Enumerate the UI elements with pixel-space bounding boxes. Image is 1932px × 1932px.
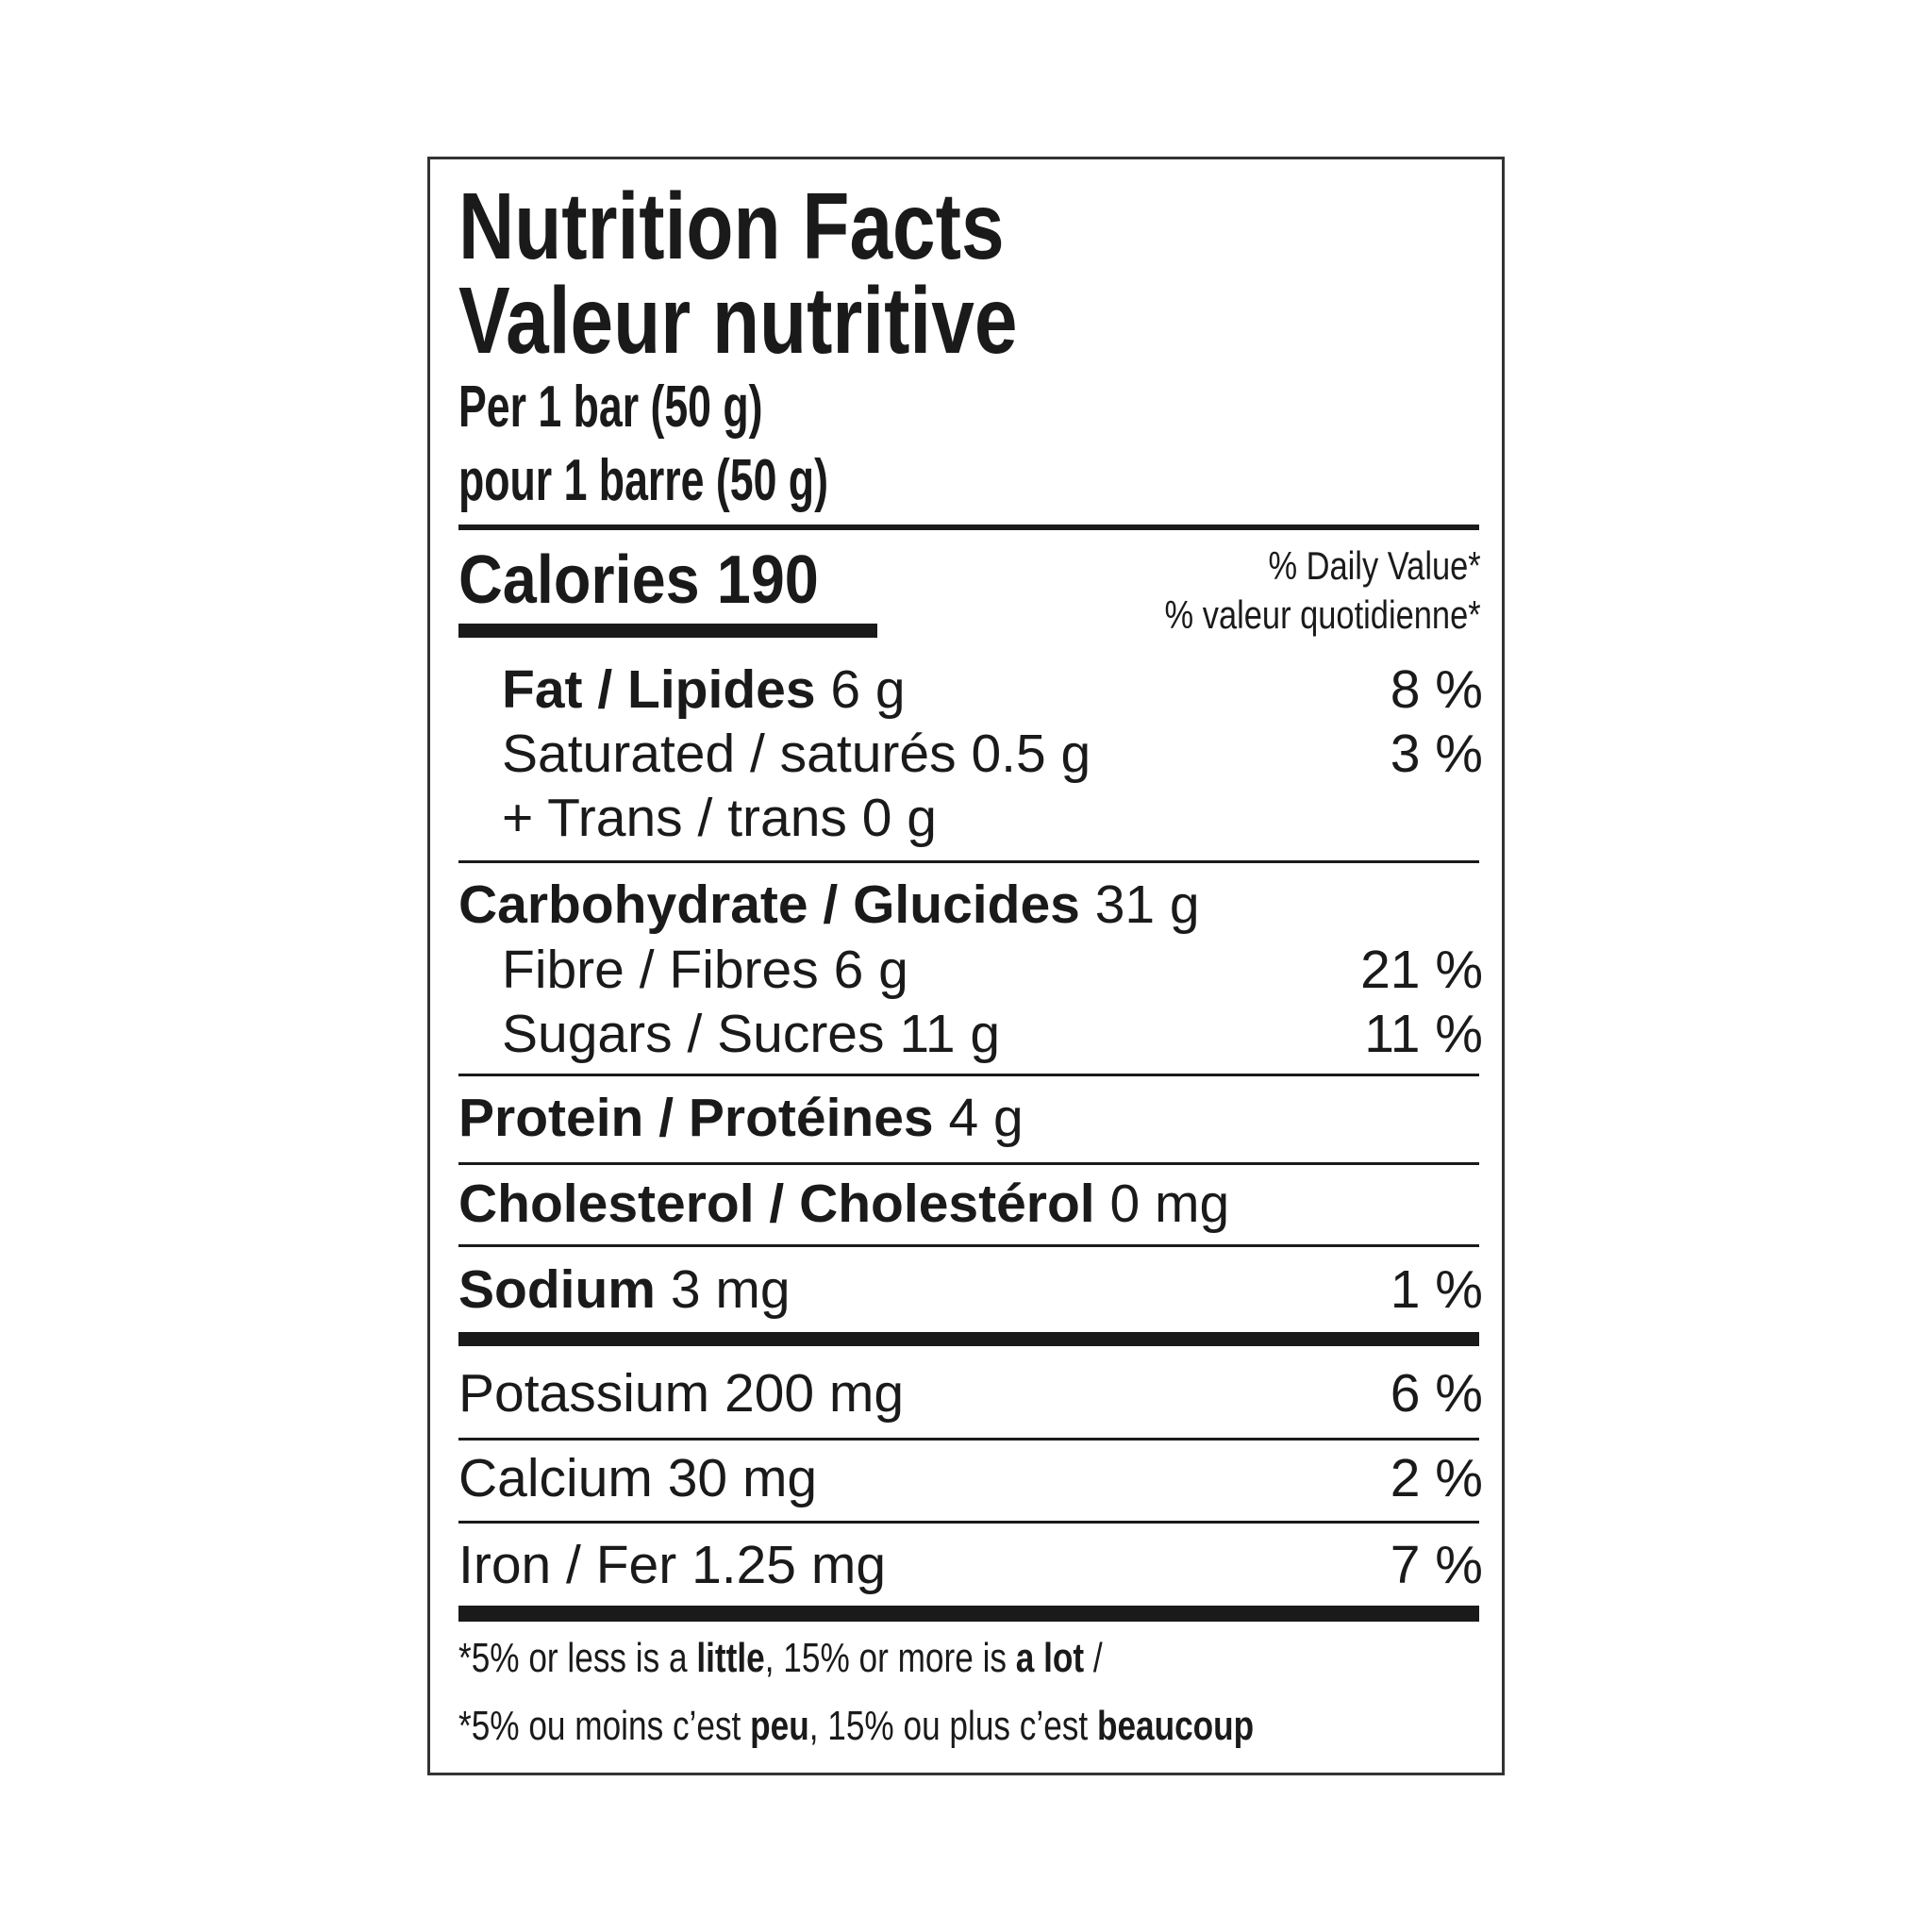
nutrition-facts-panel <box>427 157 1505 1775</box>
thick-divider <box>458 1606 1479 1622</box>
row-iron: Iron / Fer 1.25 mg 7 % <box>458 1535 1483 1595</box>
daily-value-fr: % valeur quotidienne* <box>1164 592 1481 637</box>
title-en: Nutrition Facts <box>458 173 1005 279</box>
divider <box>458 1074 1479 1076</box>
divider <box>458 1438 1479 1441</box>
serving-en: Per 1 bar (50 g) <box>458 374 763 440</box>
footnote-fr: *5% ou moins c’est peu, 15% ou plus c’es… <box>458 1703 1255 1749</box>
row-sugars: Sugars / Sucres 11 g 11 % <box>502 1004 1483 1064</box>
row-fibre: Fibre / Fibres 6 g 21 % <box>502 940 1483 1000</box>
footnote-en: *5% or less is a little, 15% or more is … <box>458 1635 1103 1681</box>
daily-value-en: % Daily Value* <box>1268 543 1481 588</box>
row-sodium: Sodium 3 mg 1 % <box>458 1259 1483 1320</box>
row-protein: Protein / Protéines 4 g <box>458 1088 1024 1148</box>
calories-underline <box>458 624 877 638</box>
divider <box>458 860 1479 863</box>
row-trans: + Trans / trans 0 g <box>502 788 937 848</box>
row-potassium: Potassium 200 mg 6 % <box>458 1363 1483 1424</box>
serving-fr: pour 1 barre (50 g) <box>458 447 828 513</box>
divider <box>458 1244 1479 1247</box>
divider <box>458 1162 1479 1165</box>
thick-divider <box>458 525 1479 530</box>
divider <box>458 1521 1479 1524</box>
thick-divider <box>458 1332 1479 1346</box>
title-fr: Valeur nutritive <box>458 267 1018 374</box>
row-carbohydrate: Carbohydrate / Glucides 31 g <box>458 874 1200 935</box>
row-cholesterol: Cholesterol / Cholestérol 0 mg <box>458 1174 1230 1234</box>
row-calcium: Calcium 30 mg 2 % <box>458 1448 1483 1508</box>
calories: Calories 190 <box>458 542 819 618</box>
